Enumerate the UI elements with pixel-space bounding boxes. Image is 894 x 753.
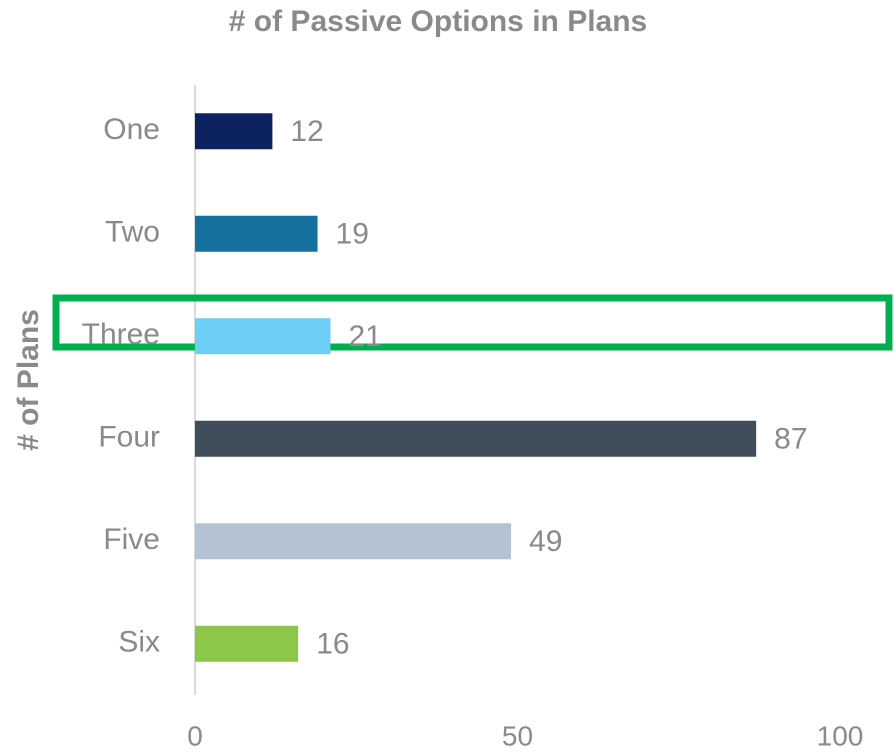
chart-title: # of Passive Options in Plans [229,5,647,38]
data-label: 87 [774,423,807,456]
y-axis-label: # of Plans [12,309,45,451]
y-tick-label: Four [98,421,160,454]
highlight-box [52,294,893,351]
data-label: 49 [529,525,562,558]
x-tick-label: 0 [187,720,203,751]
y-tick-label: One [103,113,160,146]
data-label: 19 [336,218,369,251]
bar [195,625,299,662]
data-label: 21 [348,320,381,353]
y-tick-label: Six [118,626,160,659]
bar [195,420,757,457]
data-label: 16 [316,628,349,661]
y-tick-label: Five [103,523,160,556]
bar [195,113,273,150]
x-tick-label: 100 [817,720,864,751]
bar [195,318,331,355]
x-tick-label: 50 [502,720,533,751]
y-tick-label: Two [105,216,160,249]
data-label: 12 [290,115,323,148]
bar [195,215,318,252]
bar [195,523,512,560]
y-tick-label: Three [82,318,160,351]
